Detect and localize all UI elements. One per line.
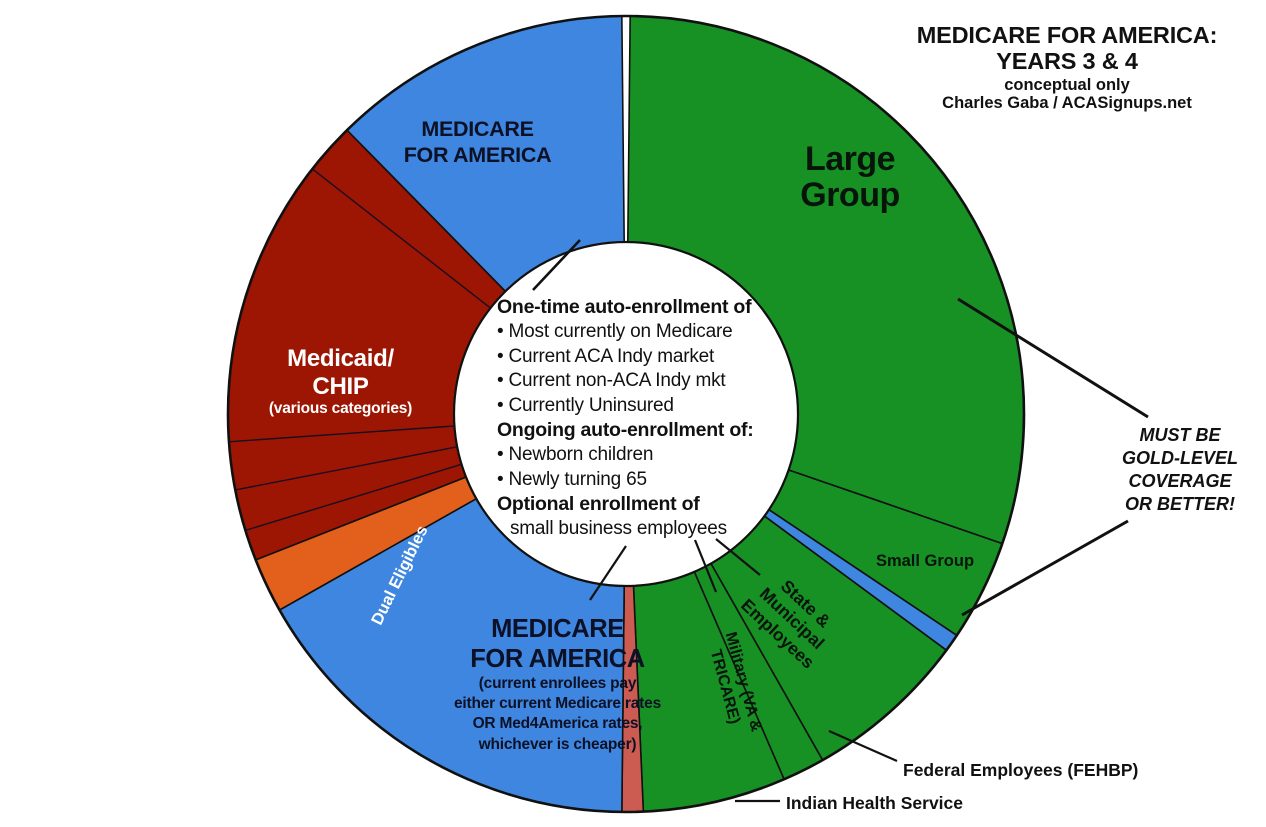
slice-label-mfa-bottom-line2: FOR AMERICA (470, 644, 645, 673)
slice-label-mfa-top: MEDICARE FOR AMERICA (365, 116, 590, 168)
leader-lines (532, 239, 1149, 803)
gold-line-2: GOLD-LEVEL (1122, 447, 1238, 468)
donut-dividers (226, 14, 1026, 814)
callout-indian-health-service: Indian Health Service (786, 793, 964, 813)
slice-label-large-group: Large Group (760, 141, 940, 214)
sub-divider (245, 463, 462, 532)
sub-divider (235, 446, 458, 491)
gold-level-annotation: MUST BE GOLD-LEVEL COVERAGE OR BETTER! (1118, 424, 1242, 515)
center-bullet: • Currently Uninsured (497, 394, 674, 416)
title-author: Charles Gaba / ACASignups.net (942, 94, 1192, 113)
center-bullet: • Current non-ACA Indy mkt (497, 370, 726, 392)
donut-outline (452, 240, 800, 588)
slice-label-small-group: Small Group (875, 552, 975, 570)
center-bullet: • Newborn children (497, 444, 654, 466)
slice-label-large-group-line2: Group (800, 176, 900, 215)
slice-label-mfa-bottom-line1: MEDICARE (491, 615, 624, 643)
donut-slices (227, 15, 1025, 813)
mfa-bottom-sub-line4: whichever is cheaper) (478, 735, 637, 753)
slice-label-medicaid-line1: Medicaid/ (287, 345, 394, 372)
gold-line-4: OR BETTER! (1125, 493, 1235, 514)
title-block: MEDICARE FOR AMERICA: YEARS 3 & 4 concep… (882, 22, 1252, 113)
slice-label-mfa-top-line1: MEDICARE (421, 117, 534, 141)
gold-line-1: MUST BE (1139, 425, 1221, 445)
title-line-2: YEARS 3 & 4 (996, 48, 1138, 75)
center-bullet: • Current ACA Indy market (497, 345, 715, 367)
center-bullet: • Newly turning 65 (497, 468, 647, 490)
mfa-bottom-sub-line3: OR Med4America rates, (472, 715, 643, 733)
title-line-1: MEDICARE FOR AMERICA: (916, 22, 1218, 48)
slice-label-mfa-top-line2: FOR AMERICA (403, 143, 552, 168)
slice-label-large-group-line1: Large (804, 140, 896, 178)
center-heading-2: Ongoing auto-enrollment of: (497, 419, 754, 442)
mfa-bottom-sub-line1: (current enrollees pay (478, 675, 637, 693)
sub-divider (311, 168, 491, 309)
slice-label-medicaid-sub: (various categories) (268, 400, 413, 418)
title-subtitle: conceptual only (1004, 75, 1130, 94)
slice-label-medicaid-chip: Medicaid/ CHIP (various categories) (228, 345, 453, 418)
center-heading-1: One-time auto-enrollment of (497, 296, 752, 318)
mfa-bottom-sub-line2: either current Medicare rates (454, 695, 661, 713)
callout-federal-employees: Federal Employees (FEHBP) (903, 760, 1139, 780)
center-heading-3: Optional enrollment of (497, 493, 700, 516)
donut-outline (226, 14, 1026, 814)
slice-label-mfa-bottom-sub: (current enrollees pay either current Me… (410, 674, 705, 755)
center-text-block: One-time auto-enrollment of • Most curre… (497, 295, 787, 542)
slice-label-mfa-bottom: MEDICARE FOR AMERICA (current enrollees … (410, 615, 705, 755)
gold-line-3: COVERAGE (1128, 470, 1232, 491)
center-subline-3: small business employees (510, 518, 727, 540)
slice-label-medicaid-line2: CHIP (312, 372, 369, 400)
sub-divider (228, 425, 455, 443)
center-bullet: • Most currently on Medicare (497, 321, 733, 343)
